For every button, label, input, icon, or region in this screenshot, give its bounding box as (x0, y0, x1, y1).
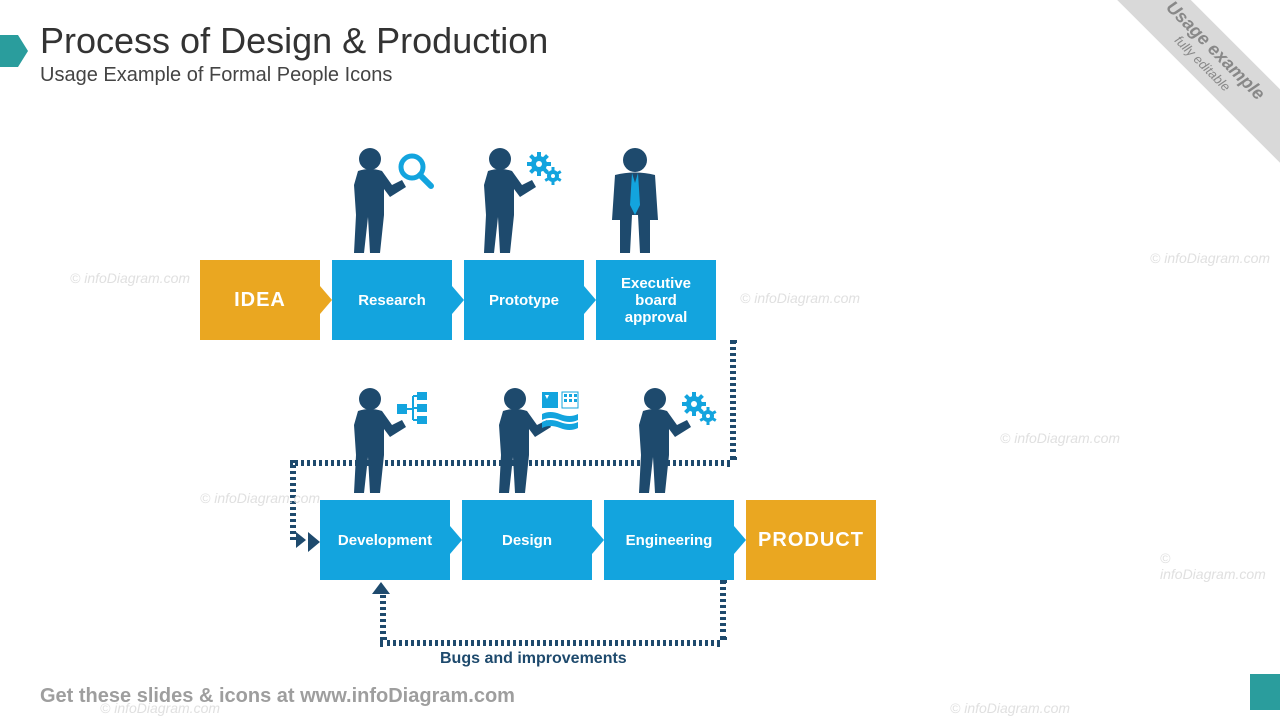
footer-brand: infoDiagram (352, 685, 469, 707)
feedback-vert-right (720, 580, 726, 640)
design-icon (540, 390, 580, 430)
gears-icon (525, 150, 565, 190)
process-box: PRODUCT (746, 500, 876, 580)
process-box: Development (320, 500, 450, 580)
footer-prefix: Get these slides & icons at www. (40, 685, 352, 707)
footer-suffix: .com (468, 685, 515, 707)
footer-attribution: Get these slides & icons at www.infoDiag… (40, 685, 515, 708)
row2-lead-arrow-icon (308, 532, 320, 552)
process-box: Prototype (464, 260, 584, 340)
connector-1-vert (730, 340, 736, 460)
process-row-1: IDEAResearchPrototypeExecutive board app… (200, 260, 728, 340)
watermark: © infoDiagram.com (950, 700, 1070, 716)
accent-left (0, 35, 18, 67)
process-box: Engineering (604, 500, 734, 580)
process-box: IDEA (200, 260, 320, 340)
gears2-icon (680, 390, 720, 430)
process-row-2: DevelopmentDesignEngineeringPRODUCT (320, 500, 888, 580)
connector-1-horiz (290, 460, 730, 466)
watermark: © infoDiagram.com (70, 270, 190, 286)
feedback-label: Bugs and improvements (440, 650, 627, 668)
watermark: © infoDiagram.com (1000, 430, 1120, 446)
process-box: Executive board approval (596, 260, 716, 340)
orgchart-icon (395, 390, 435, 430)
connector-1-vert2 (290, 460, 296, 540)
diagram-canvas: IDEAResearchPrototypeExecutive board app… (0, 100, 1280, 680)
watermark: © infoDiagram.com (740, 290, 860, 306)
watermark: © infoDiagram.com (1160, 550, 1280, 582)
magnifier-icon (395, 150, 435, 190)
feedback-vert-left (380, 590, 386, 640)
feedback-arrowhead-icon (372, 582, 390, 594)
connector-1-arrowhead-icon (296, 532, 306, 548)
watermark: © infoDiagram.com (1150, 250, 1270, 266)
watermark: © infoDiagram.com (200, 490, 320, 506)
process-box: Research (332, 260, 452, 340)
process-box: Design (462, 500, 592, 580)
person-icon (600, 145, 670, 255)
accent-bottom-right (1250, 674, 1280, 710)
feedback-horiz (380, 640, 720, 646)
